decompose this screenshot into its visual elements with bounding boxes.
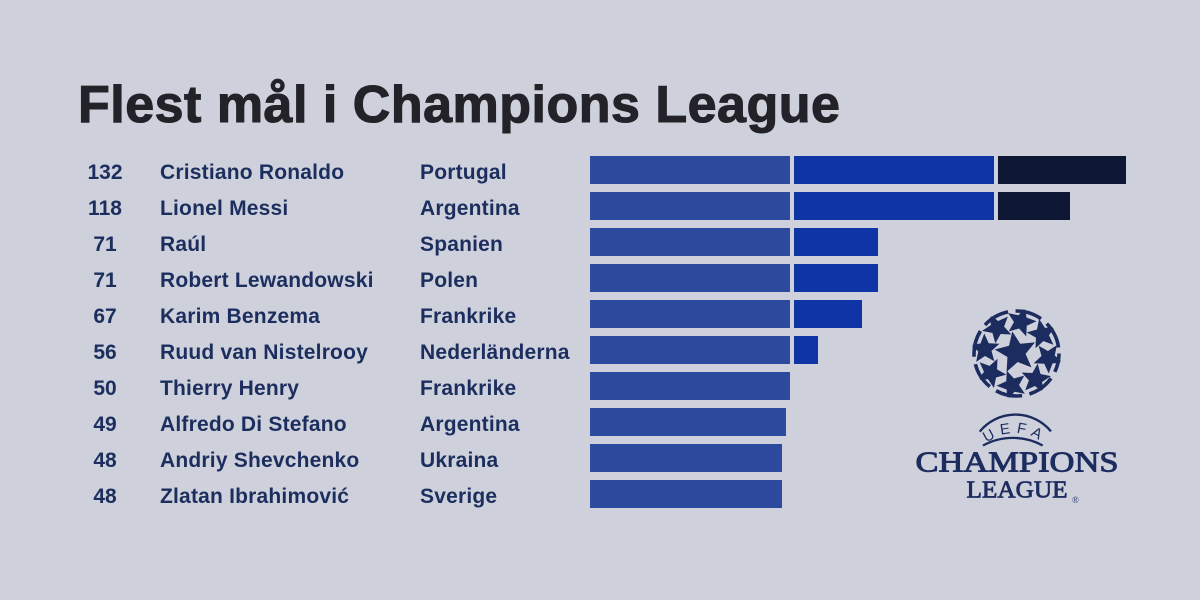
svg-text:CHAMPIONS: CHAMPIONS: [916, 448, 1119, 479]
svg-text:®: ®: [1072, 495, 1079, 505]
svg-text:LEAGUE: LEAGUE: [967, 478, 1068, 504]
svg-text:UEFA: UEFA: [980, 420, 1050, 446]
